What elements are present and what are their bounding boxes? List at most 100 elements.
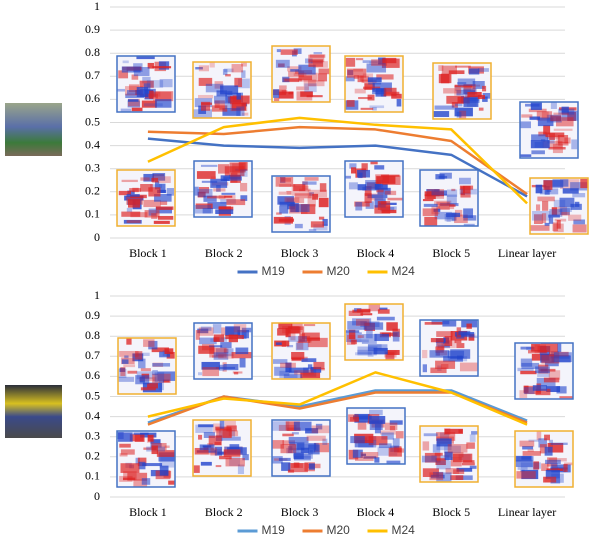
- attention-patch: [556, 219, 561, 229]
- attention-patch: [224, 166, 245, 177]
- attention-patch: [157, 215, 174, 220]
- attention-patch: [239, 357, 246, 368]
- attention-frame: [419, 319, 479, 377]
- attention-patch: [298, 75, 313, 81]
- attention-patch: [562, 188, 579, 194]
- attention-patch: [153, 220, 170, 224]
- attention-patch: [546, 188, 552, 193]
- attention-patch: [272, 440, 285, 449]
- attention-patch: [537, 370, 550, 378]
- attention-patch: [280, 49, 298, 55]
- attention-patch: [435, 360, 456, 369]
- attention-patch: [307, 197, 316, 207]
- attention-patch: [541, 463, 549, 472]
- attention-patch: [281, 462, 291, 471]
- attention-patch: [369, 61, 382, 65]
- attention-patch: [551, 473, 564, 483]
- attention-patch: [318, 68, 330, 75]
- attention-patch: [298, 64, 316, 75]
- y-tick-label: 0.1: [85, 207, 100, 221]
- attention-patch: [547, 443, 564, 453]
- attention-patch: [380, 430, 397, 435]
- attention-patch: [200, 461, 212, 466]
- attention-patch: [238, 162, 248, 171]
- attention-patch: [378, 57, 386, 65]
- attention-patch: [281, 90, 288, 94]
- attention-patch: [219, 100, 225, 110]
- attention-patch: [515, 460, 533, 467]
- attention-patch: [199, 337, 217, 345]
- attention-patch: [357, 184, 367, 191]
- attention-patch: [381, 209, 397, 214]
- attention-patch: [535, 204, 541, 211]
- attention-patch: [202, 208, 213, 214]
- attention-patch: [545, 469, 560, 479]
- attention-patch: [155, 99, 172, 108]
- attention-patch: [120, 449, 135, 455]
- attention-patch: [117, 431, 124, 439]
- attention-patch: [291, 351, 305, 360]
- attention-patch: [194, 186, 199, 196]
- attention-patch: [318, 197, 329, 208]
- attention-patch: [287, 66, 302, 72]
- attention-patch: [126, 207, 133, 213]
- attention-patch: [438, 74, 452, 84]
- attention-patch: [158, 380, 164, 391]
- attention-patch: [452, 453, 473, 463]
- attention-patch: [294, 452, 304, 460]
- attention-patch: [194, 205, 212, 214]
- attention-patch: [275, 342, 282, 345]
- attention-patch: [280, 178, 291, 182]
- attention-patch: [522, 451, 541, 456]
- attention-patch: [472, 80, 485, 89]
- attention-patch: [197, 328, 209, 334]
- attention-patch: [357, 335, 364, 339]
- attention-patch: [455, 475, 473, 480]
- attention-patch: [439, 432, 450, 441]
- attention-patch: [540, 343, 558, 353]
- attention-patch: [155, 206, 174, 210]
- attention-patch: [144, 103, 163, 107]
- attention-patch: [223, 364, 239, 371]
- attention-patch: [152, 66, 172, 69]
- attention-patch: [309, 54, 326, 58]
- attention-patch: [197, 191, 206, 198]
- attention-patch: [275, 59, 290, 68]
- series-line: [147, 116, 528, 205]
- attention-patch: [463, 223, 475, 226]
- attention-patch: [363, 86, 381, 90]
- attention-patch: [291, 432, 299, 435]
- attention-patch: [537, 196, 555, 202]
- attention-patch: [351, 339, 357, 345]
- attention-patch: [354, 413, 370, 423]
- y-tick-label: 0.9: [85, 308, 100, 322]
- attention-patch: [447, 350, 465, 359]
- attention-patch: [384, 190, 397, 196]
- attention-patch: [540, 139, 546, 142]
- attention-patch: [127, 100, 141, 108]
- attention-patch: [550, 355, 570, 359]
- attention-patch: [219, 420, 225, 430]
- attention-patch: [456, 111, 462, 118]
- attention-patch: [551, 207, 558, 216]
- attention-patch: [448, 356, 468, 362]
- attention-patch: [368, 436, 388, 446]
- attention-patch: [157, 189, 167, 194]
- attention-patch: [140, 368, 151, 372]
- attention-patch: [424, 452, 441, 463]
- attention-patch: [456, 90, 475, 96]
- attention-patch: [138, 461, 146, 470]
- attention-patch: [542, 141, 563, 148]
- attention-patch: [307, 364, 313, 369]
- attention-patch: [366, 329, 373, 339]
- attention-patch: [300, 447, 309, 454]
- attention-patch: [290, 69, 299, 72]
- attention-patch: [310, 366, 322, 373]
- attention-patch: [159, 79, 173, 88]
- attention-patch: [300, 372, 321, 379]
- attention-patch: [237, 464, 245, 475]
- attention-patch: [305, 58, 313, 64]
- attention-patch: [213, 95, 231, 104]
- attention-patch: [140, 177, 150, 181]
- attention-patch: [140, 183, 153, 192]
